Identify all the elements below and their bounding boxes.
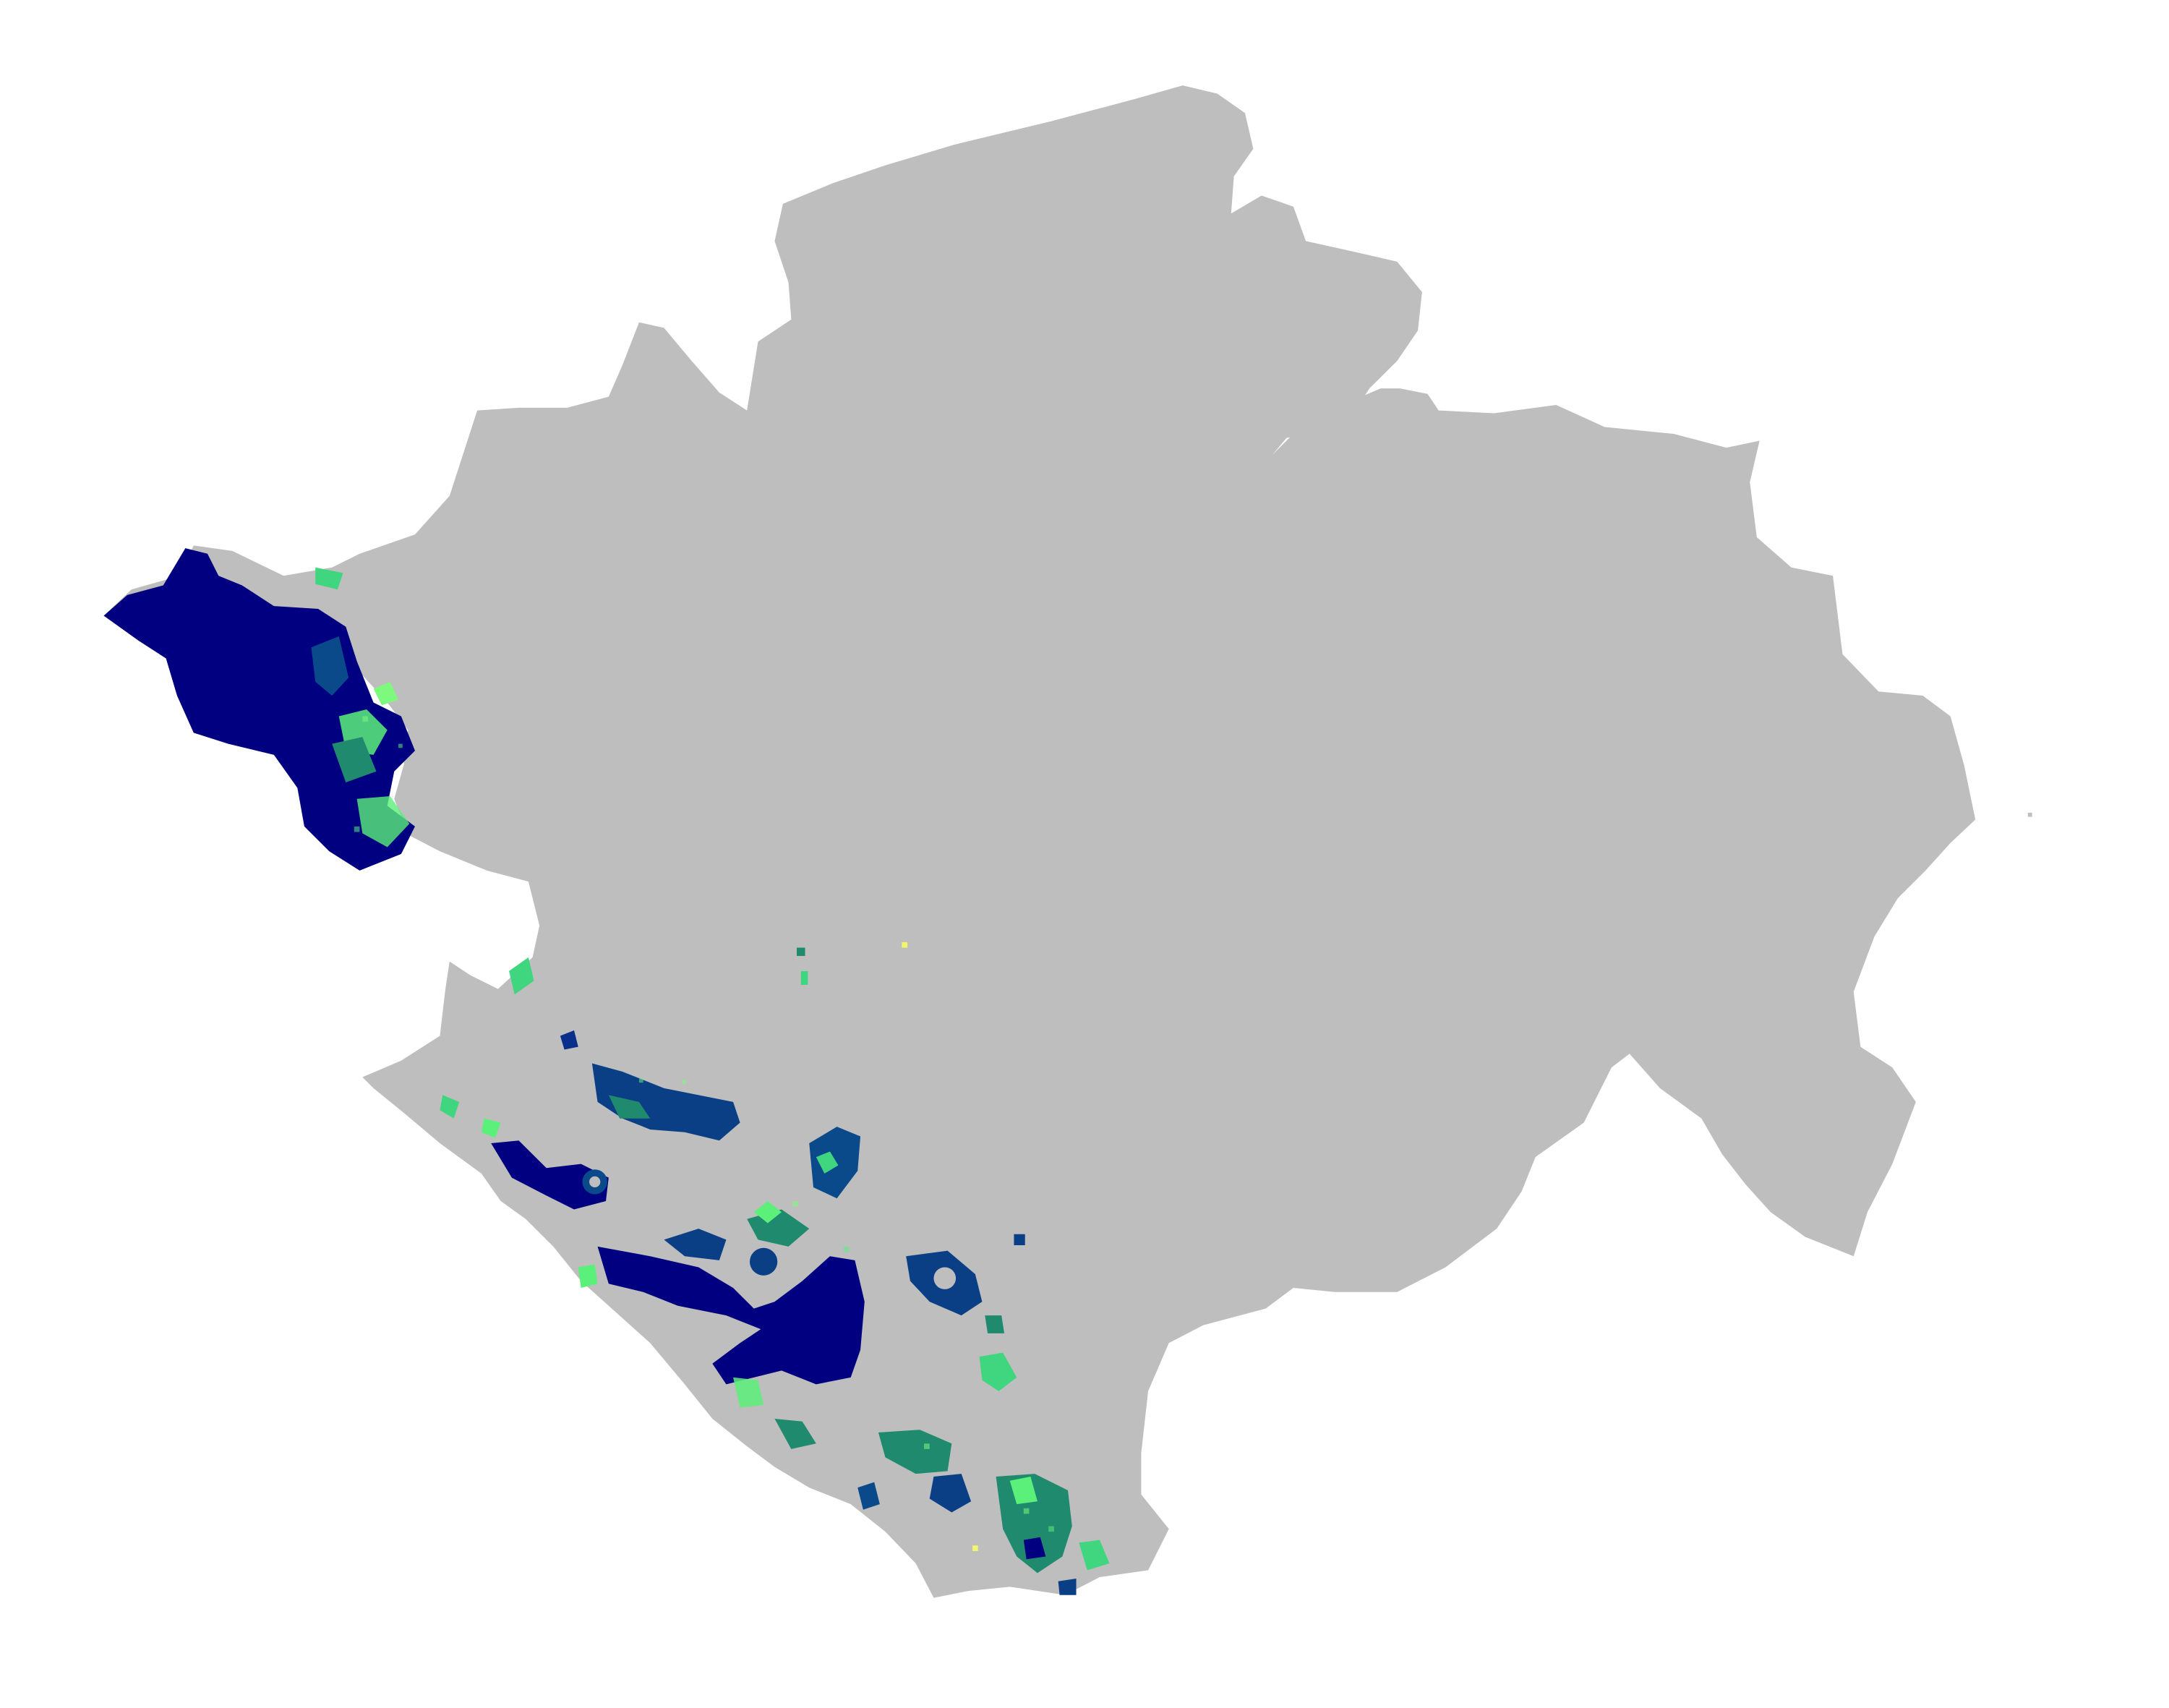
central-speck-2 xyxy=(800,970,808,985)
study-region-polygon xyxy=(103,85,1976,1598)
central-speck-1 xyxy=(797,947,805,956)
green-fringe-pixels xyxy=(354,716,1054,1532)
eastern-islet xyxy=(2027,812,2032,817)
southwest-coastal-patches xyxy=(440,957,1110,1595)
west-peninsula-cluster xyxy=(103,548,415,871)
central-speck-3 xyxy=(902,941,908,948)
